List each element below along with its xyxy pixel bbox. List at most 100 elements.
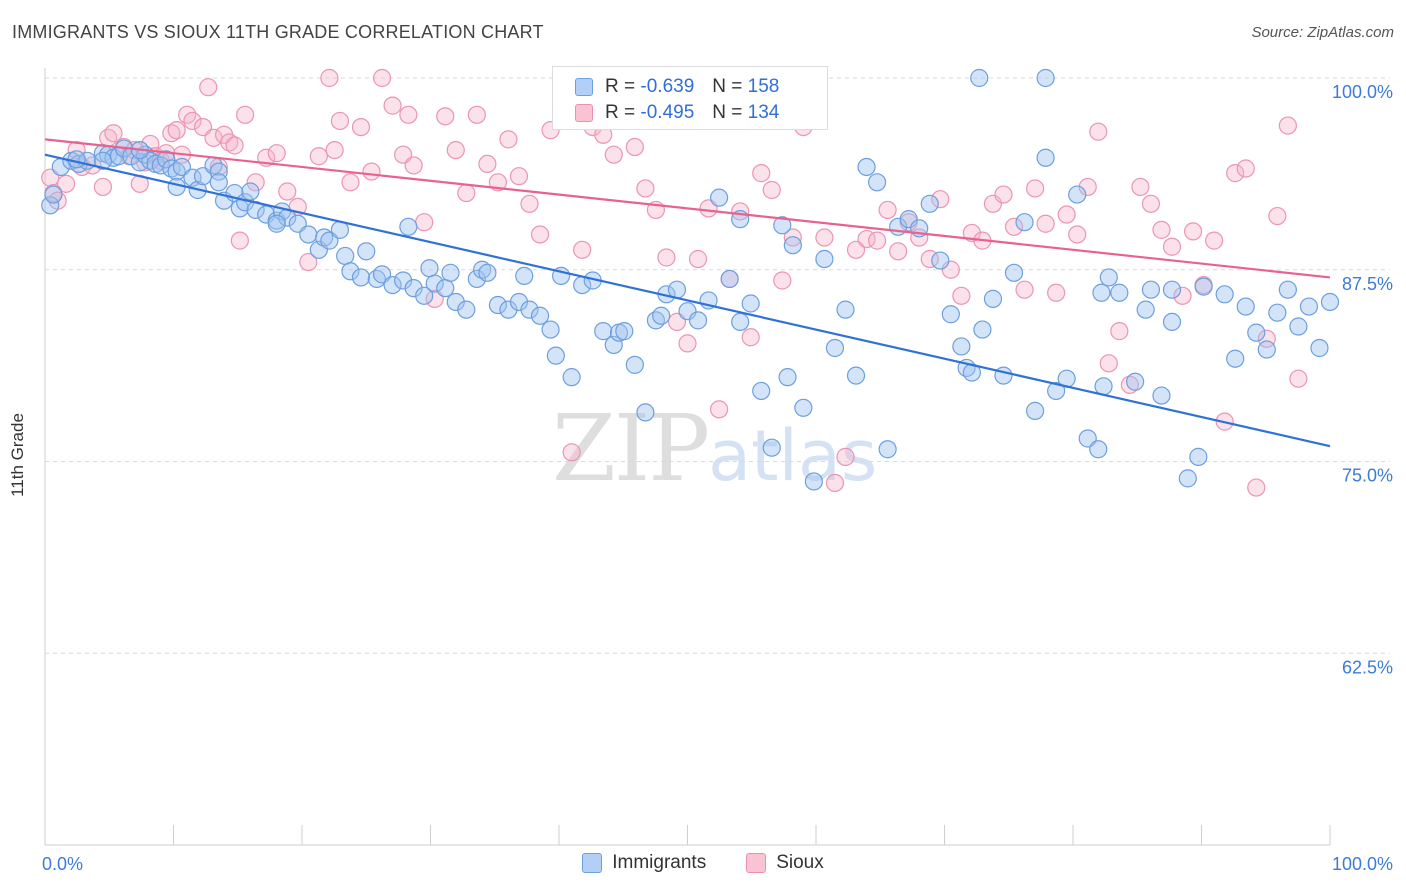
sioux-point (351, 117, 371, 137)
sioux-point (1236, 159, 1255, 178)
sioux-point (731, 202, 750, 221)
sioux-point (1068, 225, 1087, 244)
immigrants-point (1278, 280, 1297, 299)
sioux-point (878, 200, 897, 220)
immigrants-point (1099, 268, 1118, 287)
immigrants-point (1141, 280, 1161, 299)
legend-item-sioux[interactable]: Sioux (746, 852, 824, 874)
immigrants-point (209, 173, 228, 192)
immigrants-point (1299, 297, 1319, 316)
immigrants-point (44, 185, 63, 204)
immigrants-point (157, 150, 176, 169)
immigrants-point (636, 403, 655, 422)
immigrants-points (41, 68, 1340, 491)
sioux-point (467, 105, 486, 124)
immigrants-point (804, 472, 823, 491)
immigrants-point (1162, 312, 1182, 332)
sioux-point (1152, 220, 1171, 239)
immigrants-point (1047, 381, 1066, 401)
immigrants-point (473, 260, 492, 279)
immigrants-point (351, 268, 371, 287)
sioux-point (709, 400, 729, 419)
sioux-point (562, 443, 581, 462)
n-value: 158 (747, 76, 780, 97)
sioux-point (236, 105, 255, 124)
immigrants-point (1236, 297, 1255, 316)
immigrants-point (1126, 372, 1145, 391)
sioux-point (994, 185, 1013, 204)
sioux-point (93, 177, 113, 197)
immigrants-point (383, 275, 402, 295)
sioux-point (1131, 177, 1150, 197)
sioux-point (104, 124, 123, 143)
immigrants-point (41, 196, 60, 215)
immigrants-point (941, 305, 960, 324)
y-tick-label: 100.0% (1332, 82, 1393, 102)
sioux-point (299, 252, 318, 272)
sioux-point (1205, 231, 1224, 250)
sioux-swatch (746, 853, 767, 873)
immigrants-point (336, 246, 355, 266)
sioux-point (457, 183, 476, 203)
legend-row-sioux: R = -0.495 N = 134 (575, 101, 779, 125)
sioux-point (56, 174, 76, 193)
sioux-point (320, 68, 339, 88)
legend-row-immigrants: R = -0.639 N = 158 (575, 75, 779, 99)
immigrants-swatch (582, 853, 603, 873)
sioux-point (573, 240, 592, 259)
sioux-point (362, 162, 381, 181)
immigrants-point (399, 217, 418, 236)
sioux-points (41, 68, 1308, 497)
immigrants-point (1110, 283, 1129, 302)
r-label: R = (605, 102, 636, 123)
immigrants-point (1215, 285, 1234, 304)
x-tick-label: 0.0% (42, 854, 83, 874)
sioux-point (278, 182, 297, 201)
sioux-point (415, 213, 434, 232)
sioux-point (530, 225, 550, 244)
sioux-point (741, 328, 760, 347)
sioux-point (162, 124, 181, 143)
n-label: N = (712, 76, 743, 97)
sioux-point (657, 248, 676, 267)
sioux-point (1141, 194, 1161, 213)
sioux-point (436, 107, 455, 126)
immigrants-point (1015, 213, 1034, 232)
legend-item-immigrants[interactable]: Immigrants (582, 852, 706, 874)
chart-title: IMMIGRANTS VS SIOUX 11TH GRADE CORRELATI… (12, 22, 544, 42)
immigrants-point (488, 295, 508, 315)
sioux-point (1057, 205, 1076, 224)
trend-lines (44, 138, 1331, 448)
immigrants-point (1092, 283, 1111, 302)
immigrants-point (530, 306, 550, 325)
sioux-point (773, 271, 792, 290)
immigrants-point (93, 151, 113, 170)
immigrants-trend-line (44, 153, 1331, 448)
sioux-point (341, 173, 360, 192)
x-tick-label: 100.0% (1332, 854, 1393, 874)
immigrants-point (67, 150, 86, 169)
sioux-point (509, 167, 529, 186)
immigrants-point (1036, 148, 1055, 167)
sioux-point (183, 111, 202, 131)
r-label: R = (605, 76, 636, 97)
sioux-point (1226, 164, 1245, 183)
immigrants-point (415, 286, 434, 305)
sioux-point (1247, 478, 1266, 497)
sioux-point (225, 136, 244, 155)
immigrants-point (594, 322, 613, 341)
r-value: -0.495 (640, 102, 695, 123)
legend-label-immigrants: Immigrants (612, 852, 707, 873)
sioux-swatch (575, 104, 593, 122)
immigrants-point (931, 251, 950, 270)
sioux-point (199, 78, 218, 97)
immigrants-point (1320, 292, 1340, 312)
sioux-point (499, 130, 518, 149)
sioux-point (931, 190, 950, 209)
sioux-point (1278, 116, 1297, 135)
immigrants-point (1310, 338, 1329, 358)
immigrants-point (1178, 469, 1197, 488)
immigrants-point (1257, 340, 1276, 359)
watermark-zip: ZIP (552, 395, 710, 502)
